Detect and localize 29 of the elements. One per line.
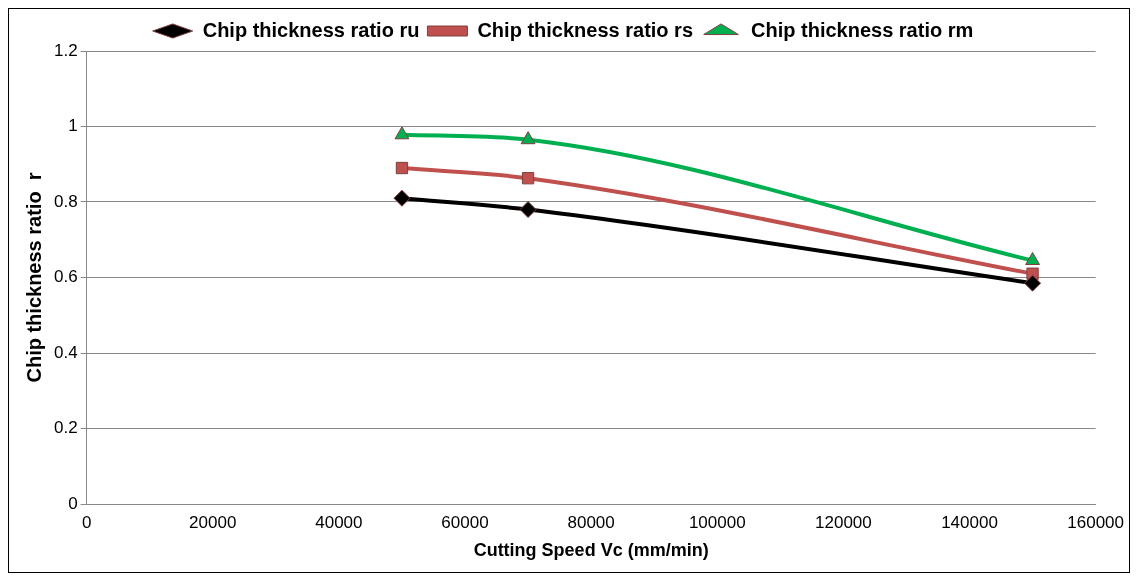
x-tick-label: 0 [81, 512, 92, 532]
point [393, 189, 411, 207]
y-axis-title: Chip thickness ratio r [22, 172, 45, 383]
legend-label: Chip thickness ratio rm [751, 18, 974, 41]
point [519, 201, 537, 219]
y-tick-label: 0.4 [53, 342, 78, 362]
x-tick-label: 120000 [815, 512, 872, 532]
y-tick-label: 1 [68, 116, 78, 136]
x-tick-label: 60000 [441, 512, 489, 532]
x-tick-label: 100000 [688, 512, 746, 532]
point [521, 172, 535, 185]
point [1024, 274, 1042, 292]
point [1025, 252, 1040, 266]
legend-label: Chip thickness ratio ru [202, 18, 420, 41]
x-tick-label: 140000 [941, 512, 998, 532]
legend-label: Chip thickness ratio rs [477, 18, 694, 41]
point [395, 161, 409, 175]
x-axis-title: Cutting Speed Vc (mm/min) [473, 540, 709, 561]
y-tick-label: 0.6 [53, 267, 78, 287]
x-tick-label: 80000 [567, 512, 615, 532]
y-tick-label: 1.2 [53, 40, 78, 60]
x-tick-label: 40000 [315, 512, 363, 532]
y-tick-label: 0.8 [53, 191, 78, 211]
x-tick-label: 20000 [189, 512, 237, 532]
y-tick-label: 0 [68, 493, 78, 513]
y-tick-label: 0.2 [53, 418, 78, 438]
point [394, 126, 410, 140]
point [520, 131, 536, 145]
x-tick-label: 160000 [1067, 512, 1124, 532]
